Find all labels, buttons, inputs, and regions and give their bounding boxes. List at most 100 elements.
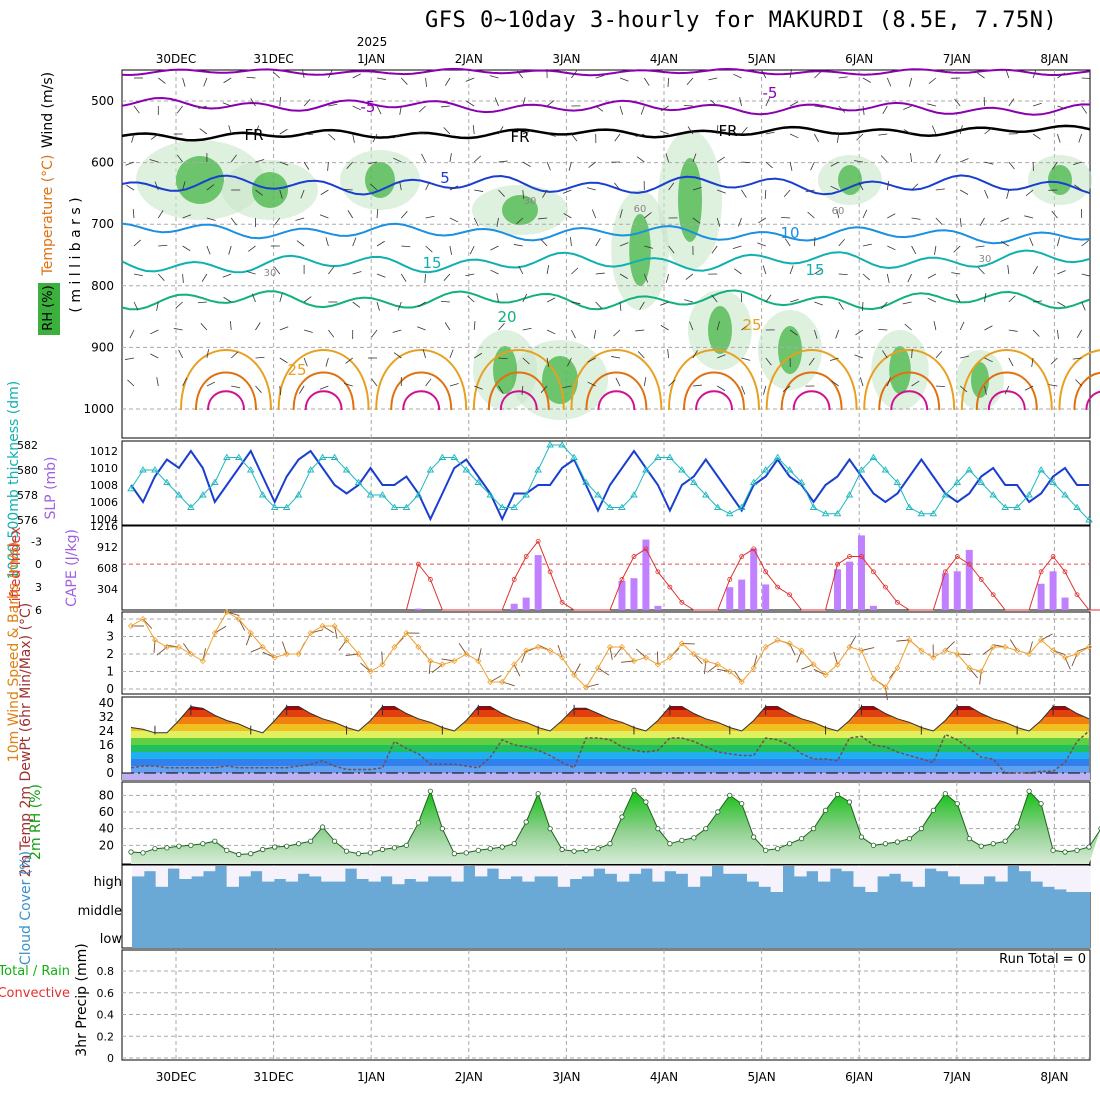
thickness-point — [905, 503, 914, 510]
wind-barb — [199, 128, 208, 135]
wind-barb — [1024, 385, 1034, 391]
wind-speed-point — [1014, 647, 1021, 654]
wind-barb — [614, 133, 621, 142]
rh-point — [870, 842, 877, 848]
cloud-high-gap — [167, 866, 180, 869]
wind-barb — [959, 385, 968, 393]
lifted-index-point — [547, 569, 553, 575]
wind-barb — [711, 294, 718, 303]
rh-point — [1074, 847, 1080, 853]
wind-barb — [279, 189, 283, 199]
temp-contour-30 — [390, 371, 453, 411]
wind-speed-point — [810, 661, 817, 668]
bottom-date-label: 6JAN — [845, 1070, 873, 1084]
wind-barb — [838, 238, 845, 247]
wind-barb — [206, 245, 211, 255]
wind-barb — [887, 213, 896, 219]
wind-barb — [741, 324, 749, 331]
wind-speed-point — [499, 678, 506, 686]
cloud-high-gap — [806, 866, 819, 872]
wind-barb — [546, 133, 556, 137]
wind-barb — [907, 273, 912, 283]
wind-speed-point — [1002, 643, 1009, 651]
wind-barb — [521, 385, 524, 396]
cloud-high-gap — [309, 866, 322, 877]
wind-barb — [496, 217, 499, 227]
wind-barb — [1057, 270, 1066, 275]
lifted-index-point — [847, 554, 852, 559]
cape-bar — [618, 580, 626, 610]
precip-tick: 0.2 — [97, 1030, 115, 1043]
wind-speed-point — [367, 668, 374, 675]
wind-barb — [765, 161, 773, 169]
slp-tick: 1010 — [90, 462, 118, 475]
wind-barb — [345, 357, 353, 364]
thickness-point — [666, 453, 674, 460]
cloud-high-gap — [770, 866, 783, 892]
wind-barb — [977, 267, 985, 275]
wind-barb — [935, 188, 945, 191]
rh-point — [559, 846, 565, 853]
cloud-high-gap — [640, 866, 653, 869]
rh-point — [643, 799, 649, 805]
wind-barb — [522, 161, 531, 167]
cloud-high-gap — [143, 866, 157, 872]
rh-point — [451, 851, 457, 857]
wind-barb — [157, 210, 164, 219]
thickness-point — [857, 466, 866, 473]
thickness-point — [821, 509, 830, 517]
lifted-index-point — [787, 592, 793, 598]
wind-speed-point — [535, 643, 542, 651]
wind-barb — [903, 129, 912, 135]
wind-barb — [197, 301, 207, 304]
cloud-high-gap — [959, 866, 973, 885]
thickness-point — [1025, 491, 1033, 498]
wind-barb — [522, 130, 532, 135]
rh-point — [822, 807, 829, 813]
wind-barb — [327, 161, 329, 172]
cloud-high-gap — [1054, 866, 1067, 890]
wind-barb — [546, 329, 556, 335]
rh-point — [727, 792, 733, 798]
contour-label: -5 — [361, 98, 376, 116]
wind-barb — [449, 153, 452, 163]
temp-contour-minus5 — [121, 96, 1091, 116]
wind-barb — [784, 238, 791, 247]
contour-label: -5 — [763, 84, 778, 102]
cloud-high-gap — [132, 866, 145, 877]
wind-barb — [595, 238, 601, 247]
wind-barb — [1031, 357, 1034, 367]
cape-bar — [522, 597, 530, 610]
rh-point — [619, 814, 625, 820]
thickness-point — [941, 491, 950, 498]
wind-barb — [1000, 241, 1009, 247]
cloud-high-gap — [498, 866, 511, 879]
pressure-tick-label: 700 — [91, 217, 114, 231]
wind-barb — [1032, 329, 1040, 337]
wind-barb — [765, 131, 775, 135]
lifted-index-point — [679, 599, 685, 605]
cape-bar — [965, 549, 973, 610]
wind-barb — [417, 326, 426, 331]
wind-barb — [1081, 273, 1091, 277]
wind-barb — [352, 271, 362, 275]
wind10m-ylabel: 10m Wind Speed & Barbs (m/s) — [6, 542, 22, 762]
cloud-high-gap — [545, 866, 559, 877]
lifted-index-point — [619, 577, 625, 582]
wind-speed-point — [523, 647, 530, 654]
top-date-label: 3JAN — [552, 52, 580, 66]
wind-barb — [1078, 133, 1083, 143]
wind-barb — [255, 159, 265, 163]
thickness-point — [199, 491, 207, 498]
rh-shade-core — [176, 156, 224, 204]
wind-barb — [522, 97, 526, 107]
rh-point — [846, 799, 853, 805]
wind-barb — [328, 103, 338, 107]
wind-barb — [687, 126, 694, 135]
li-tick: 0 — [35, 558, 42, 571]
cape-bar — [857, 535, 865, 610]
wind-barb — [789, 69, 792, 79]
lifted-index-point — [655, 569, 661, 575]
wind-barb — [765, 97, 770, 107]
wind-barb — [984, 128, 992, 135]
